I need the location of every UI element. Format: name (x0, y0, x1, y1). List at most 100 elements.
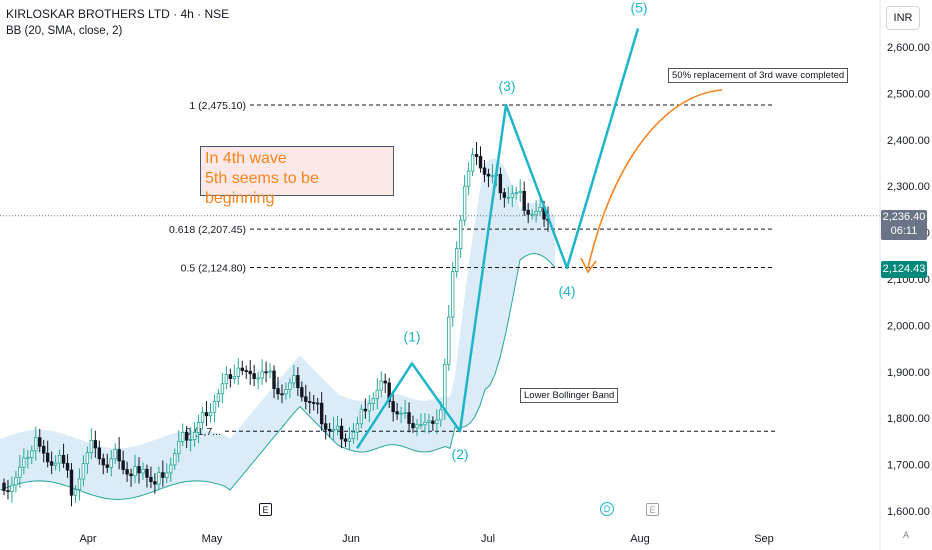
candle-body (399, 412, 403, 415)
candle-body (367, 402, 372, 412)
currency-badge[interactable]: INR (886, 6, 920, 30)
candle-body (522, 190, 526, 211)
candle-body (180, 432, 185, 442)
candle-body (371, 398, 376, 404)
bollinger-band-fill (0, 158, 555, 500)
wave-label: (2) (451, 446, 468, 462)
candle-body (466, 170, 471, 187)
candle-body (534, 210, 538, 215)
candle-body (411, 423, 415, 429)
candle-body (26, 457, 30, 459)
candle-body (109, 458, 113, 468)
candle-body (506, 196, 511, 199)
y-tick-label: 1,800.00 (887, 413, 930, 425)
candle-body (292, 375, 296, 384)
candle-body (419, 424, 423, 427)
candle-body (296, 375, 300, 388)
dividend-event-icon[interactable]: D (600, 502, 614, 516)
bollinger-band-layer (0, 158, 556, 500)
candle-body (510, 193, 514, 198)
candle-body (49, 461, 54, 466)
y-tick-label: 2,500.00 (887, 88, 930, 100)
candle-body (2, 482, 6, 491)
candle-body (6, 490, 10, 492)
candle-body (312, 402, 316, 404)
candle-body (188, 439, 193, 441)
candle-body (240, 367, 244, 371)
candle-body (359, 408, 364, 425)
wave-note: In 4th wave 5th seems to be beginning (200, 146, 394, 207)
candle-body (260, 371, 264, 379)
wave-note-line1: In 4th wave (205, 150, 287, 167)
candle-body (439, 409, 443, 421)
candle-body (451, 271, 455, 318)
candle-body (462, 185, 467, 221)
candle-body (81, 463, 86, 480)
candle-body (161, 472, 165, 478)
candle-body (133, 466, 137, 477)
candle-body (351, 431, 356, 440)
wave-label: (5) (630, 0, 647, 15)
candle-body (137, 466, 141, 474)
candle-body (375, 389, 379, 399)
candle-body (196, 422, 201, 433)
candle-body (157, 472, 161, 485)
candle-body (363, 408, 368, 412)
projection-arrow-head (580, 257, 597, 274)
x-tick-label: Jun (342, 533, 360, 545)
candles-layer (2, 141, 550, 507)
candle-body (387, 382, 391, 402)
candle-body (204, 412, 209, 417)
candle-body (498, 174, 503, 194)
candle-body (300, 387, 304, 398)
x-tick-label: Apr (79, 533, 96, 545)
candle-body (228, 374, 233, 380)
x-tick-label: Aug (630, 533, 650, 545)
candle-body (57, 454, 62, 464)
candle-body (435, 419, 439, 424)
candle-body (423, 421, 427, 426)
symbol-title: KIRLOSKAR BROTHERS LTD · 4h · NSE (6, 7, 230, 21)
candle-body (474, 154, 479, 157)
candle-body (220, 383, 225, 395)
target-price-tag: 2,124.43 (881, 261, 927, 278)
candle-body (97, 447, 102, 460)
candle-body (526, 209, 530, 215)
x-tick-label: Sep (754, 533, 774, 545)
wave-label: (1) (403, 328, 420, 344)
candle-body (514, 192, 518, 195)
wave-label: (4) (558, 283, 575, 299)
current-price-tag: 2,236.40 06:11 (881, 210, 927, 240)
earnings-event-future-icon[interactable]: E (646, 503, 659, 516)
candle-body (403, 412, 407, 415)
candle-body (427, 420, 431, 423)
candle-body (486, 173, 491, 177)
auto-scale-button[interactable]: A (903, 530, 910, 540)
candle-body (165, 472, 169, 478)
candle-body (208, 411, 213, 417)
candle-body (343, 438, 348, 442)
candle-body (184, 432, 189, 441)
candle-body (89, 440, 94, 453)
y-tick-label: 2,600.00 (887, 42, 930, 54)
elliott-wave-layer: (1) (2) (3) (4) (5) (355, 0, 723, 462)
candle-body (145, 468, 149, 478)
candle-body (407, 412, 411, 424)
candle-body (121, 460, 125, 470)
time-axis-layer: Apr May Jun Jul Aug Sep (79, 533, 773, 545)
projection-arrow (587, 89, 723, 269)
candle-body (443, 363, 447, 411)
candle-body (347, 438, 352, 442)
candle-body (30, 450, 34, 458)
indicator-legend[interactable]: BB (20, SMA, close, 2) (6, 25, 123, 37)
candle-body (323, 423, 328, 430)
candle-body (224, 374, 229, 385)
candle-body (339, 425, 344, 440)
candle-body (470, 154, 475, 172)
replacement-annotation: 50% replacement of 3rd wave completed (668, 68, 849, 83)
y-tick-label: 1,700.00 (887, 460, 930, 472)
earnings-event-icon[interactable]: E (259, 503, 272, 516)
candle-body (415, 424, 419, 429)
candle-body (538, 206, 542, 212)
